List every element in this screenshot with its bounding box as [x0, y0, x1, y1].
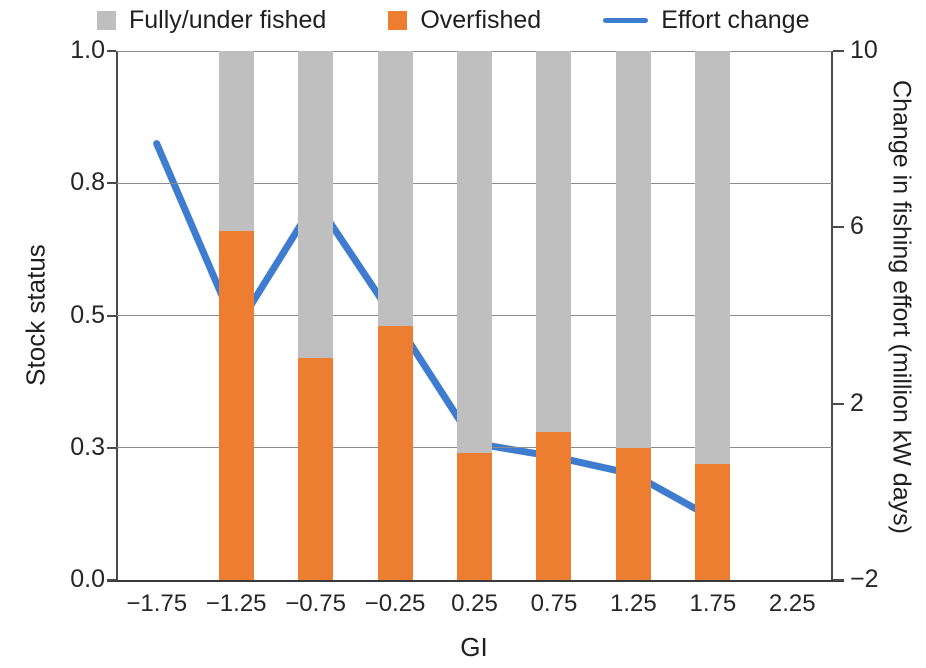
- left-axis-tick-label: 0.3: [70, 432, 105, 461]
- right-axis-tick-label: −2: [850, 565, 879, 593]
- x-axis-tick-label: 0.25: [451, 590, 498, 617]
- x-axis-tick-label: 2.25: [768, 590, 816, 617]
- right-axis-tick: [833, 50, 844, 52]
- bar-overfished: [536, 431, 572, 580]
- right-axis-tick-label: 10: [850, 36, 878, 64]
- bar-overfished: [615, 447, 651, 580]
- left-axis-tick-label: 1.0: [70, 36, 105, 64]
- left-axis-tick-label: 0.5: [70, 300, 105, 329]
- right-axis-line: [831, 51, 833, 580]
- bar-fully-under-fished: [536, 51, 572, 432]
- x-axis-tick-label: −1.75: [126, 590, 188, 617]
- bar-overfished: [218, 230, 254, 580]
- bar-overfished: [377, 326, 413, 580]
- legend-item-label: Fully/under fished: [129, 6, 327, 34]
- left-axis-tick: [107, 579, 116, 581]
- bar-fully-under-fished: [457, 51, 492, 454]
- bar-fully-under-fished: [218, 51, 254, 231]
- bar-fully-under-fished: [298, 51, 334, 358]
- legend: Fully/under fished Overfished Effort chang…: [97, 6, 809, 35]
- bar-overfished: [298, 357, 334, 580]
- bar-fully-under-fished: [695, 51, 731, 464]
- left-axis-tick: [107, 314, 116, 317]
- legend-item: Effort change: [603, 6, 809, 35]
- left-axis-tick-label: 0.0: [70, 565, 105, 593]
- left-axis-tick: [107, 182, 116, 185]
- right-axis-tick-label: 6: [850, 212, 864, 241]
- orange-square-swatch: [388, 11, 408, 30]
- right-axis-tick: [833, 402, 844, 405]
- x-axis-tick-label: 1.75: [689, 590, 737, 617]
- right-axis-tick: [833, 579, 844, 581]
- x-axis-tick-label: −0.25: [364, 590, 426, 617]
- gray-square-swatch: [97, 11, 116, 30]
- x-axis-tick-label: 1.25: [610, 590, 657, 617]
- legend-item: Fully/under fished: [97, 6, 326, 35]
- bar-overfished: [695, 463, 731, 580]
- left-axis-tick: [107, 50, 116, 52]
- right-axis-tick-label: 2: [850, 388, 864, 417]
- right-axis-title: Change in fishing effort (million kW day…: [887, 80, 916, 534]
- right-axis-tick: [833, 226, 844, 229]
- left-axis-tick: [107, 446, 116, 449]
- legend-item: Overfished: [388, 6, 541, 35]
- bar-overfished: [457, 453, 492, 580]
- x-axis-title: GI: [460, 632, 488, 662]
- left-axis-tick-label: 0.8: [70, 168, 105, 197]
- x-axis-tick-label: 0.75: [530, 590, 578, 617]
- plot-area: [107, 50, 844, 582]
- bar-fully-under-fished: [615, 51, 651, 448]
- legend-item-label: Overfished: [420, 6, 542, 34]
- blue-line-swatch: [603, 18, 649, 23]
- legend-item-label: Effort change: [661, 6, 810, 34]
- x-axis-tick-label: −0.75: [285, 590, 346, 617]
- x-axis-tick-label: −1.25: [205, 590, 267, 617]
- x-axis-line: [107, 580, 844, 582]
- bar-fully-under-fished: [377, 51, 413, 327]
